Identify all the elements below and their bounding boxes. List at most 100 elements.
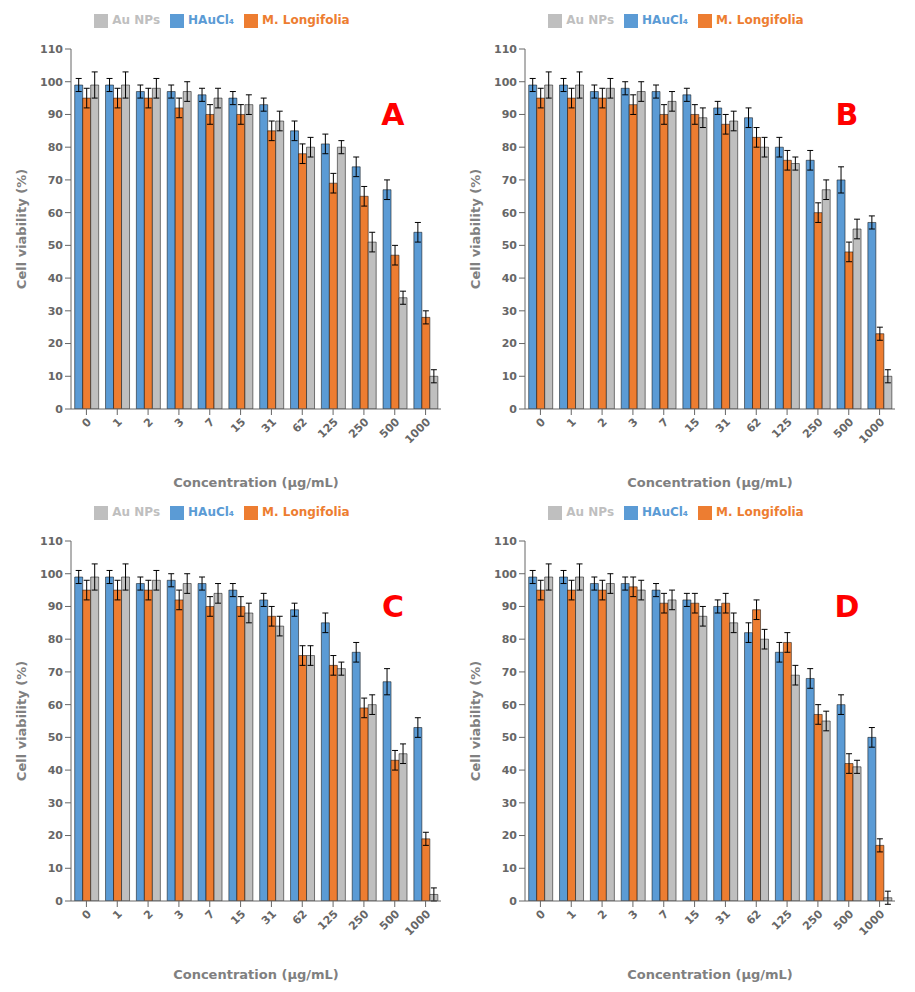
svg-text:31: 31 <box>259 415 279 435</box>
svg-text:30: 30 <box>48 305 64 318</box>
svg-text:3: 3 <box>172 415 187 430</box>
svg-text:80: 80 <box>502 141 518 154</box>
svg-text:125: 125 <box>769 415 794 440</box>
svg-text:Cell viability (%): Cell viability (%) <box>468 661 483 781</box>
svg-text:250: 250 <box>800 415 826 441</box>
svg-text:0: 0 <box>509 895 517 908</box>
svg-text:60: 60 <box>48 207 64 220</box>
svg-text:10: 10 <box>502 370 518 383</box>
svg-text:80: 80 <box>502 633 518 646</box>
svg-text:80: 80 <box>48 633 64 646</box>
svg-text:31: 31 <box>713 907 733 927</box>
svg-text:1000: 1000 <box>402 415 433 446</box>
svg-text:110: 110 <box>40 43 63 56</box>
svg-text:100: 100 <box>494 76 517 89</box>
svg-text:250: 250 <box>346 415 372 441</box>
svg-text:Cell viability (%): Cell viability (%) <box>468 169 483 289</box>
svg-text:7: 7 <box>203 907 218 922</box>
svg-text:100: 100 <box>40 568 63 581</box>
svg-text:40: 40 <box>502 272 518 285</box>
svg-text:0: 0 <box>55 403 63 416</box>
svg-text:10: 10 <box>48 370 64 383</box>
svg-text:30: 30 <box>502 305 518 318</box>
svg-text:1: 1 <box>110 415 125 430</box>
svg-text:2: 2 <box>595 415 610 430</box>
svg-text:50: 50 <box>48 239 64 252</box>
svg-text:62: 62 <box>290 415 310 435</box>
svg-text:7: 7 <box>657 415 672 430</box>
svg-text:110: 110 <box>494 535 517 548</box>
svg-text:110: 110 <box>494 43 517 56</box>
svg-text:40: 40 <box>48 272 64 285</box>
svg-text:40: 40 <box>48 764 64 777</box>
svg-text:1: 1 <box>110 907 125 922</box>
svg-text:125: 125 <box>315 415 340 440</box>
svg-text:1000: 1000 <box>856 907 887 938</box>
svg-text:62: 62 <box>744 907 764 927</box>
svg-text:0: 0 <box>79 907 94 922</box>
svg-text:90: 90 <box>502 600 518 613</box>
svg-text:0: 0 <box>533 907 548 922</box>
svg-text:2: 2 <box>141 415 156 430</box>
svg-text:3: 3 <box>626 907 641 922</box>
svg-text:125: 125 <box>315 907 340 932</box>
svg-text:62: 62 <box>290 907 310 927</box>
svg-text:500: 500 <box>377 415 403 441</box>
svg-text:15: 15 <box>682 415 702 435</box>
svg-text:Concentration (μg/mL): Concentration (μg/mL) <box>627 967 793 982</box>
svg-text:250: 250 <box>800 907 826 933</box>
svg-text:1: 1 <box>564 907 579 922</box>
svg-text:500: 500 <box>831 415 857 441</box>
svg-text:1000: 1000 <box>856 415 887 446</box>
svg-text:31: 31 <box>713 415 733 435</box>
svg-text:Concentration (μg/mL): Concentration (μg/mL) <box>627 475 793 490</box>
svg-text:125: 125 <box>769 907 794 932</box>
svg-text:70: 70 <box>502 174 518 187</box>
svg-text:90: 90 <box>48 108 64 121</box>
svg-text:15: 15 <box>228 415 248 435</box>
svg-text:7: 7 <box>203 415 218 430</box>
svg-text:10: 10 <box>502 862 518 875</box>
svg-text:Concentration (μg/mL): Concentration (μg/mL) <box>173 967 339 982</box>
svg-text:0: 0 <box>79 415 94 430</box>
svg-text:250: 250 <box>346 907 372 933</box>
svg-text:30: 30 <box>502 797 518 810</box>
svg-text:10: 10 <box>48 862 64 875</box>
svg-text:100: 100 <box>494 568 517 581</box>
svg-text:0: 0 <box>509 403 517 416</box>
svg-text:2: 2 <box>595 907 610 922</box>
svg-text:20: 20 <box>502 829 518 842</box>
svg-text:90: 90 <box>502 108 518 121</box>
svg-text:50: 50 <box>502 731 518 744</box>
svg-text:70: 70 <box>48 174 64 187</box>
svg-text:110: 110 <box>40 535 63 548</box>
svg-text:0: 0 <box>533 415 548 430</box>
svg-text:3: 3 <box>626 415 641 430</box>
svg-text:80: 80 <box>48 141 64 154</box>
svg-text:Cell viability (%): Cell viability (%) <box>14 661 29 781</box>
svg-text:2: 2 <box>141 907 156 922</box>
svg-text:70: 70 <box>502 666 518 679</box>
svg-text:7: 7 <box>657 907 672 922</box>
svg-text:500: 500 <box>377 907 403 933</box>
svg-text:500: 500 <box>831 907 857 933</box>
svg-text:30: 30 <box>48 797 64 810</box>
svg-text:50: 50 <box>48 731 64 744</box>
svg-text:60: 60 <box>502 207 518 220</box>
svg-text:0: 0 <box>55 895 63 908</box>
svg-text:1000: 1000 <box>402 907 433 938</box>
svg-text:Concentration (μg/mL): Concentration (μg/mL) <box>173 475 339 490</box>
svg-text:20: 20 <box>48 829 64 842</box>
svg-text:20: 20 <box>502 337 518 350</box>
svg-text:90: 90 <box>48 600 64 613</box>
svg-text:40: 40 <box>502 764 518 777</box>
svg-text:Cell viability (%): Cell viability (%) <box>14 169 29 289</box>
svg-text:3: 3 <box>172 907 187 922</box>
svg-text:50: 50 <box>502 239 518 252</box>
svg-text:62: 62 <box>744 415 764 435</box>
svg-text:15: 15 <box>228 907 248 927</box>
svg-text:70: 70 <box>48 666 64 679</box>
svg-text:20: 20 <box>48 337 64 350</box>
svg-text:15: 15 <box>682 907 702 927</box>
svg-text:1: 1 <box>564 415 579 430</box>
